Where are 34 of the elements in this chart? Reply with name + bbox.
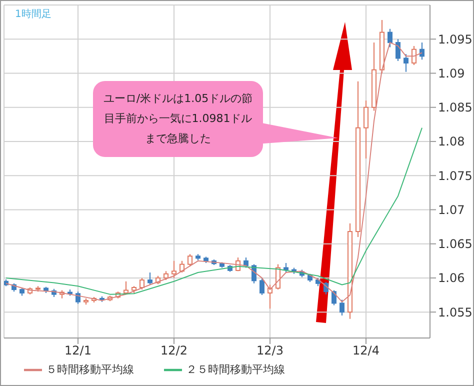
candlestick: [284, 262, 288, 273]
chart-title: 1時間足: [15, 8, 52, 21]
y-tick-label: 1.095: [438, 32, 472, 46]
legend-label: ５時間移動平均線: [46, 363, 134, 376]
x-tick-label: 12/1: [64, 344, 92, 358]
annotation: ユーロ/米ドルは1.05ドルの節目手前から一気に1.0981ドルまで急騰した: [103, 91, 253, 147]
x-tick-label: 12/2: [160, 344, 188, 358]
candlestick: [124, 280, 128, 295]
legend-label: ２５時間移動平均線: [186, 363, 285, 376]
candlestick: [172, 260, 176, 278]
y-tick-label: 1.08: [438, 134, 465, 149]
candlestick: [388, 28, 392, 48]
y-tick-label: 1.085: [438, 100, 472, 115]
y-tick-label: 1.06: [438, 271, 465, 286]
candlestick: [188, 254, 192, 267]
y-tick-label: 1.09: [438, 66, 465, 80]
candlestick: [332, 290, 336, 306]
y-tick-label: 1.055: [438, 305, 472, 320]
line-series: [6, 127, 422, 295]
x-tick-label: 12/3: [256, 344, 284, 358]
y-tick-label: 1.065: [438, 237, 472, 252]
candlestick: [364, 100, 368, 160]
candlestick: [420, 42, 424, 60]
candlestick: [140, 277, 144, 290]
x-tick-label: 12/4: [352, 344, 380, 358]
candlestick: [412, 45, 416, 66]
candlestick: [260, 277, 264, 296]
y-tick-label: 1.07: [438, 202, 465, 217]
candlestick: [76, 291, 80, 304]
candlestick: [396, 38, 400, 62]
candlestick: [340, 299, 344, 316]
candlestick: [404, 54, 408, 72]
candlestick: [148, 272, 152, 286]
y-tick-label: 1.075: [438, 168, 472, 183]
